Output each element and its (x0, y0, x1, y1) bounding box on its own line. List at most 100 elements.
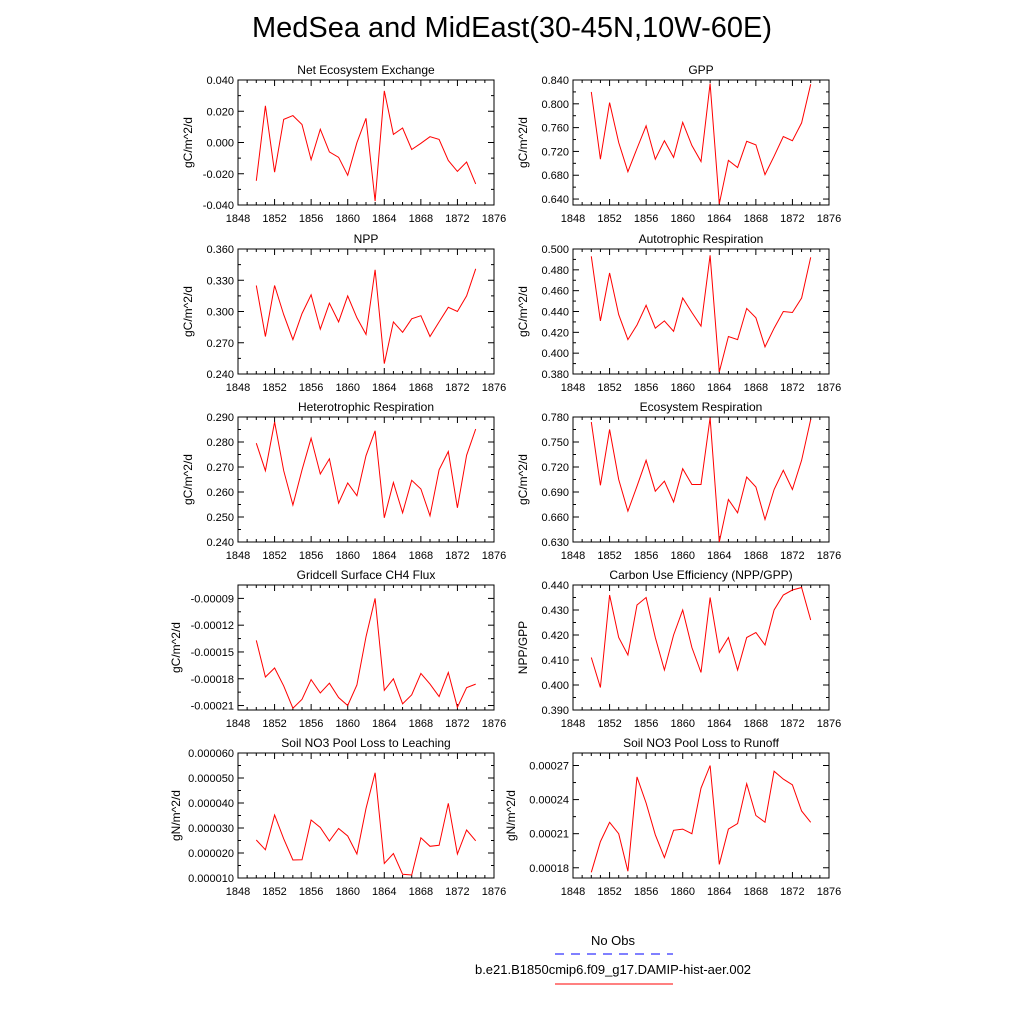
panel-1-xtick-label: 1860 (335, 213, 359, 225)
panel-9-ytick-label: 0.000010 (188, 873, 234, 885)
panel-4-series-line (590, 255, 812, 373)
panel-5-ytick-label: 0.290 (206, 412, 234, 424)
panel-6-xtick-label: 1868 (744, 550, 768, 562)
panel-9-xtick-label: 1856 (299, 886, 323, 898)
panel-7-ytick-label: -0.00021 (191, 701, 234, 713)
panel-3-ytick-label: 0.360 (206, 244, 234, 256)
panel-9-ytick-label: 0.000020 (188, 848, 234, 860)
panel-1-ylabel: gC/m^2/d (181, 117, 195, 168)
panel-4-xtick-label: 1872 (780, 382, 804, 394)
panel-8-ytick-label: 0.400 (541, 680, 569, 692)
panel-2-ytick-label: 0.720 (541, 146, 569, 158)
panel-4-ytick-label: 0.500 (541, 244, 569, 256)
panel-4-xtick-label: 1864 (707, 382, 731, 394)
panel-2-xtick-label: 1848 (561, 213, 585, 225)
panel-6-ytick-label: 0.660 (541, 512, 569, 524)
panel-2-title: GPP (688, 63, 713, 77)
panel-2-ytick-label: 0.760 (541, 123, 569, 135)
panel-5-xtick-label: 1856 (299, 550, 323, 562)
panel-10-ytick-label: 0.00018 (529, 863, 569, 875)
panel-9-xtick-label: 1860 (335, 886, 359, 898)
panel-8-ytick-label: 0.440 (541, 580, 569, 592)
panel-2-ylabel: gC/m^2/d (516, 117, 530, 168)
panel-9-ytick-label: 0.000050 (188, 773, 234, 785)
panel-1-series-line (255, 90, 477, 202)
panel-5-xtick-label: 1868 (409, 550, 433, 562)
panel-10-xtick-label: 1860 (670, 886, 694, 898)
panel-3-ylabel: gC/m^2/d (181, 286, 195, 337)
panel-6-ytick-label: 0.630 (541, 537, 569, 549)
panel-7-xtick-label: 1848 (226, 718, 250, 730)
panel-8-ytick-label: 0.390 (541, 705, 569, 717)
panel-5-series-line (255, 421, 477, 518)
panel-1-ytick-label: 0.040 (206, 75, 234, 87)
panel-8-ytick-label: 0.420 (541, 630, 569, 642)
panel-10-xtick-label: 1876 (817, 886, 841, 898)
panel-10-ytick-label: 0.00027 (529, 761, 569, 773)
panel-3-xtick-label: 1876 (482, 382, 506, 394)
panel-4-xtick-label: 1856 (634, 382, 658, 394)
panel-9-xtick-label: 1848 (226, 886, 250, 898)
panel-5-ytick-label: 0.240 (206, 537, 234, 549)
panel-7-xtick-label: 1872 (445, 718, 469, 730)
panel-3-xtick-label: 1868 (409, 382, 433, 394)
panel-7-xtick-label: 1860 (335, 718, 359, 730)
panel-10-xtick-label: 1868 (744, 886, 768, 898)
panel-4-ytick-label: 0.400 (541, 348, 569, 360)
panel-4-ylabel: gC/m^2/d (516, 286, 530, 337)
panel-8-xtick-label: 1852 (597, 718, 621, 730)
panel-2-frame (572, 79, 830, 206)
panel-9-title: Soil NO3 Pool Loss to Leaching (281, 736, 450, 750)
panel-7-xtick-label: 1852 (262, 718, 286, 730)
panel-9-series-line (255, 772, 477, 876)
panel-10-frame (572, 752, 830, 879)
panel-5-xtick-label: 1872 (445, 550, 469, 562)
panel-6-ytick-label: 0.780 (541, 412, 569, 424)
panel-7-ylabel: gC/m^2/d (169, 622, 183, 673)
panel-3-xtick-label: 1864 (372, 382, 396, 394)
panel-3-xtick-label: 1872 (445, 382, 469, 394)
panel-7-title: Gridcell Surface CH4 Flux (297, 568, 436, 582)
panel-1-xtick-label: 1848 (226, 213, 250, 225)
panel-10-ytick-label: 0.00021 (529, 829, 569, 841)
panel-7-series-line (255, 598, 476, 710)
panel-1-ytick-label: 0.020 (206, 106, 234, 118)
panel-5-title: Heterotrophic Respiration (298, 400, 434, 414)
panel-8-title: Carbon Use Efficiency (NPP/GPP) (609, 568, 792, 582)
panel-9-xtick-label: 1852 (262, 886, 286, 898)
panel-10-ytick-label: 0.00024 (529, 795, 569, 807)
panel-10-xtick-label: 1848 (561, 886, 585, 898)
panel-2-xtick-label: 1864 (707, 213, 731, 225)
panel-10-ylabel: gN/m^2/d (504, 790, 518, 841)
panel-10-xtick-label: 1856 (634, 886, 658, 898)
legend-obs-label: No Obs (590, 933, 636, 948)
panel-2-xtick-label: 1872 (780, 213, 804, 225)
panel-1-xtick-label: 1868 (409, 213, 433, 225)
panel-2-xtick-label: 1852 (597, 213, 621, 225)
panel-1-xtick-label: 1876 (482, 213, 506, 225)
panel-2-xtick-label: 1856 (634, 213, 658, 225)
panel-7-xtick-label: 1864 (372, 718, 396, 730)
panel-7-xtick-label: 1856 (299, 718, 323, 730)
panel-4-frame (572, 248, 830, 375)
panel-8-xtick-label: 1872 (780, 718, 804, 730)
panel-4-title: Autotrophic Respiration (639, 232, 764, 246)
panel-7-ytick-label: -0.00009 (191, 593, 234, 605)
panel-7-ytick-label: -0.00015 (191, 647, 234, 659)
panel-5-xtick-label: 1852 (262, 550, 286, 562)
panel-6-xtick-label: 1876 (817, 550, 841, 562)
panel-8-ylabel: NPP/GPP (516, 621, 530, 674)
panel-10-xtick-label: 1852 (597, 886, 621, 898)
panel-10-series-line (590, 765, 812, 873)
panel-2-ytick-label: 0.840 (541, 75, 569, 87)
panel-1-xtick-label: 1852 (262, 213, 286, 225)
panel-7-xtick-label: 1868 (409, 718, 433, 730)
panel-10-xtick-label: 1864 (707, 886, 731, 898)
panel-4-xtick-label: 1852 (597, 382, 621, 394)
panel-4-ytick-label: 0.440 (541, 307, 569, 319)
panel-9-xtick-label: 1868 (409, 886, 433, 898)
panel-2-xtick-label: 1860 (670, 213, 694, 225)
panel-5-frame (237, 416, 495, 543)
panel-4-xtick-label: 1848 (561, 382, 585, 394)
